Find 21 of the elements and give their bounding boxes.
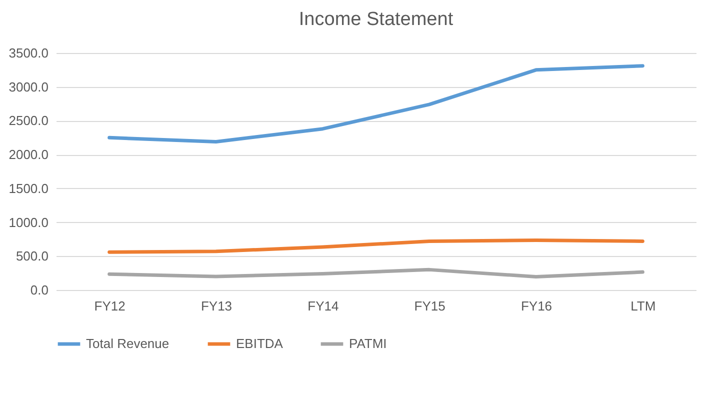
line-series (108, 64, 644, 144)
y-tick-label: 1000.0 (8, 214, 48, 230)
legend-label: EBITDA (236, 336, 284, 351)
line-series (108, 268, 644, 279)
x-tick-label: FY13 (200, 298, 232, 314)
y-tick-label: 500.0 (16, 248, 48, 264)
x-tick-label: FY12 (94, 298, 126, 314)
line-series (108, 238, 644, 254)
y-tick-label: 3000.0 (8, 79, 48, 94)
y-tick-label: 3500.0 (8, 46, 48, 60)
x-tick-label: LTM (630, 298, 656, 314)
legend-label: Total Revenue (86, 336, 170, 351)
y-tick-label: 2500.0 (8, 113, 48, 128)
x-tick-label: FY14 (308, 298, 339, 314)
y-tick-label: 0.0 (30, 282, 48, 298)
x-tick-label: FY16 (520, 298, 552, 314)
chart-title: Income Statement (298, 9, 454, 30)
y-tick-label: 1500.0 (8, 180, 48, 196)
y-tick-label: 2000.0 (8, 147, 48, 162)
x-tick-label: FY15 (414, 298, 446, 314)
legend-label: PATMI (349, 336, 387, 351)
